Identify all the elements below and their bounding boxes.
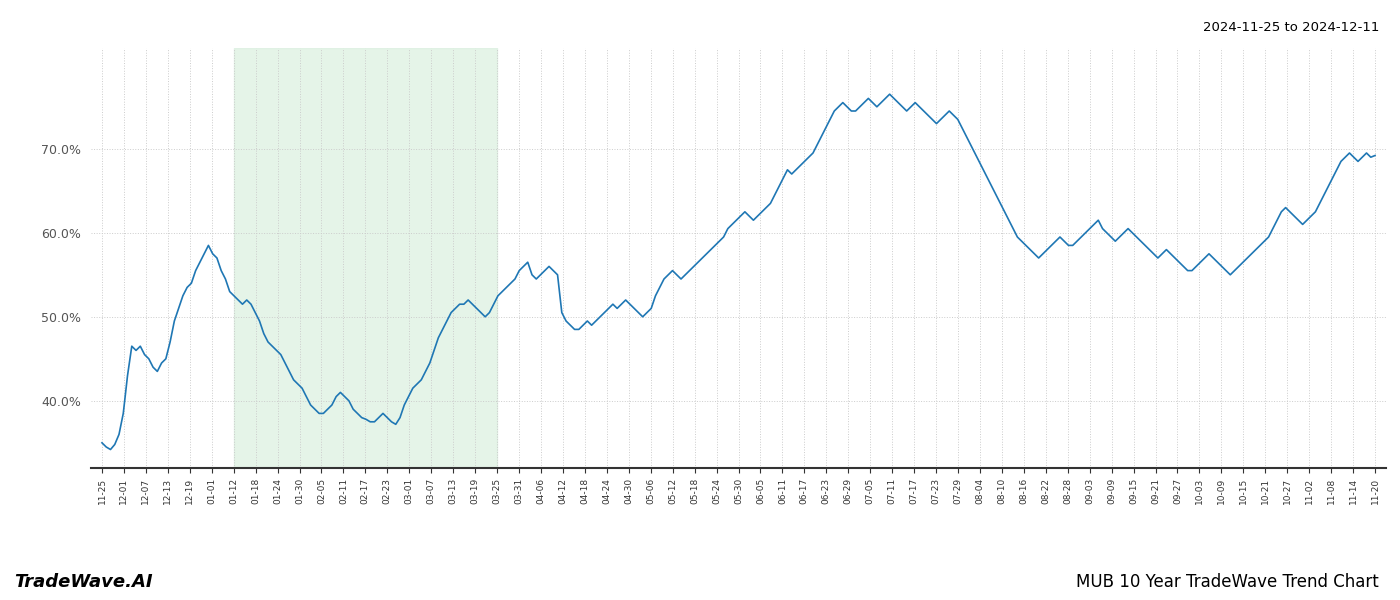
Text: TradeWave.AI: TradeWave.AI bbox=[14, 573, 153, 591]
Text: 2024-11-25 to 2024-12-11: 2024-11-25 to 2024-12-11 bbox=[1203, 21, 1379, 34]
Bar bbox=[234, 48, 497, 468]
Text: MUB 10 Year TradeWave Trend Chart: MUB 10 Year TradeWave Trend Chart bbox=[1077, 573, 1379, 591]
